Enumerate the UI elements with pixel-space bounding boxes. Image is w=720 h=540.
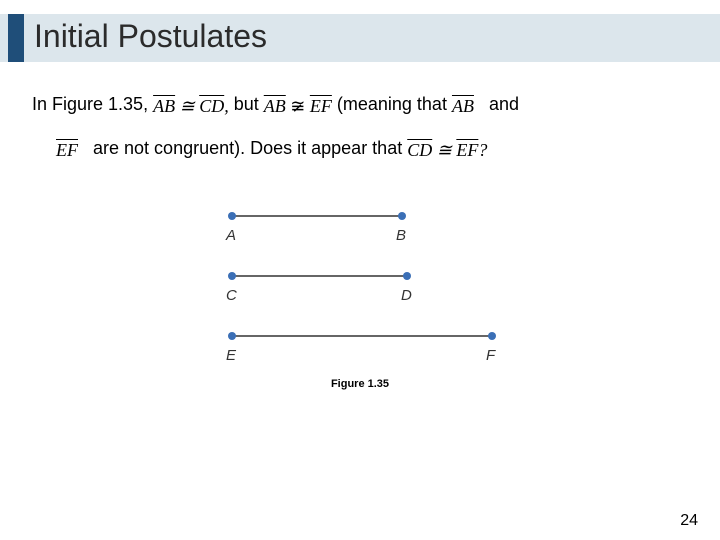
math-cd-cong-ef-q: CD ≅ EF? <box>407 140 487 161</box>
math-ab-notcong-ef: AB ≆ EF <box>264 96 332 117</box>
title-bar: Initial Postulates <box>0 14 720 62</box>
slide-title: Initial Postulates <box>34 18 267 55</box>
text-in-figure: In Figure 1.35, <box>32 94 148 114</box>
label-c: C <box>226 287 237 304</box>
figure-svg: A B C D E F <box>192 196 532 366</box>
title-accent <box>8 14 24 62</box>
label-b: B <box>396 227 406 244</box>
text-notcongruent: are not congruent). Does it appear that <box>93 138 402 158</box>
label-d: D <box>401 287 412 304</box>
point-d <box>403 272 411 280</box>
page-number: 24 <box>680 512 698 530</box>
text-meaning: (meaning that <box>337 94 447 114</box>
label-f: F <box>486 347 496 364</box>
figure-caption: Figure 1.35 <box>0 378 720 390</box>
math-ab: AB <box>452 96 474 117</box>
point-c <box>228 272 236 280</box>
label-a: A <box>225 227 236 244</box>
figure-1-35: A B C D E F <box>192 196 532 366</box>
text-but: but <box>234 94 259 114</box>
paragraph-1: In Figure 1.35, AB ≅ CD, but AB ≆ EF (me… <box>32 94 519 115</box>
point-b <box>398 212 406 220</box>
math-ab-cong-cd: AB ≅ CD, <box>153 96 229 117</box>
point-f <box>488 332 496 340</box>
point-e <box>228 332 236 340</box>
point-a <box>228 212 236 220</box>
text-and: and <box>489 94 519 114</box>
label-e: E <box>226 347 237 364</box>
paragraph-2: EF are not congruent). Does it appear th… <box>56 138 487 159</box>
math-ef: EF <box>56 140 78 161</box>
slide: Initial Postulates In Figure 1.35, AB ≅ … <box>0 0 720 540</box>
